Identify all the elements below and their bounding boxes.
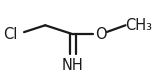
Text: Cl: Cl [3, 27, 17, 42]
Text: NH: NH [62, 58, 84, 73]
Text: O: O [95, 27, 106, 42]
Text: CH₃: CH₃ [126, 18, 153, 33]
